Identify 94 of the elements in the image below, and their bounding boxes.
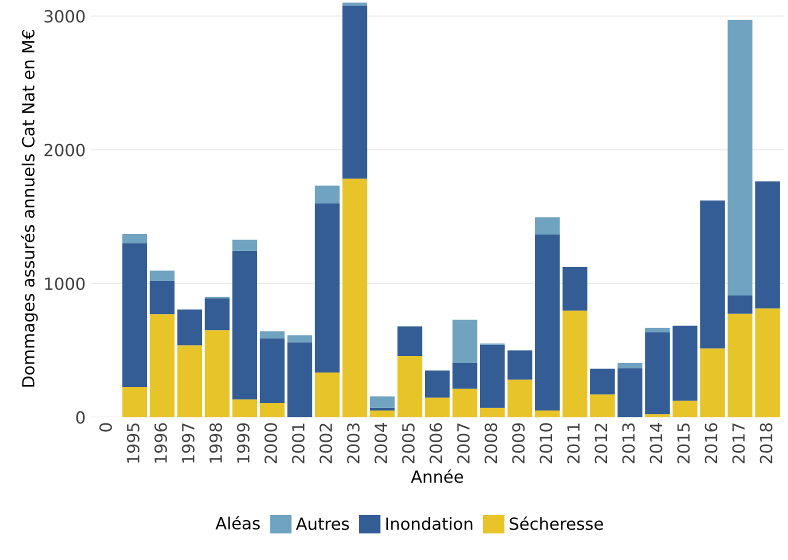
bar [314,204,340,373]
x-tick-label: 2013 [622,423,635,464]
x-tick-label: 2008 [484,423,498,464]
bar [672,400,698,418]
x-tick-label: 2000 [264,423,278,464]
y-tick-label: 3000 [44,10,85,23]
bar [645,332,670,414]
bar [232,250,258,400]
x-tick-label: 0 [99,423,112,432]
bar [618,368,642,418]
bar [424,398,450,418]
bar [508,380,532,418]
bar [370,408,395,411]
bar [700,348,725,418]
x-tick-label: 2017 [732,423,745,464]
bar [590,394,615,418]
bar [177,345,202,418]
bar [700,200,725,348]
bar [370,396,395,408]
bar [314,186,340,204]
bar [342,178,368,418]
bar [150,270,175,281]
bar [122,243,148,387]
x-tick-label: 1998 [209,423,222,463]
y-tick-label: 0 [76,411,85,424]
bar [232,240,258,251]
bar [535,217,560,234]
x-tick-label: 2001 [292,424,305,464]
bar [260,338,285,404]
x-tick-label: 2007 [457,423,470,464]
bar [260,403,285,418]
bar [150,280,175,314]
bar [728,314,752,418]
bar [452,388,478,418]
bar [728,20,752,296]
y-tick-label: 2000 [44,144,85,156]
legend-label: Inondation [386,517,472,530]
bar [672,326,698,401]
x-tick-label: 2009 [512,423,525,464]
x-tick-label: 2012 [594,424,608,464]
bar [287,335,312,342]
bar [590,368,615,394]
x-tick-label: 1996 [154,423,167,463]
bar [397,356,422,418]
bar [562,267,588,311]
x-tick-label: 2005 [402,424,415,464]
legend-title: Aléas [215,516,260,530]
bar [424,370,450,398]
bar [260,331,285,338]
bar [370,410,395,418]
bar [452,320,478,364]
bar [150,314,175,418]
x-tick-label: 2014 [650,422,662,464]
x-tick-label: 1995 [126,424,140,463]
x-tick-label: 2006 [430,423,442,464]
bar [755,181,780,308]
bar [562,310,588,418]
bar [342,2,368,6]
legend-label: Autres [296,518,349,530]
bar [645,328,670,332]
bar [535,234,560,411]
x-tick-label: 2015 [677,424,690,464]
x-tick-label: 2004 [374,422,388,464]
bar [122,234,148,244]
bar [508,350,532,380]
x-tick-label: 2002 [320,424,332,464]
x-tick-label: 2011 [567,424,580,464]
x-tick-label: 2003 [347,423,360,464]
bar [342,6,368,179]
bar [177,310,202,346]
bar [204,298,230,330]
y-axis-title: Dommages assurés annuels Cat Nat en M€ [20,30,38,387]
bar [314,372,340,418]
x-axis-title: Année [410,469,463,483]
bar [755,308,780,418]
x-tick-label: 1997 [182,423,195,463]
legend-label: Sécheresse [510,516,603,530]
bar [204,330,230,418]
bar [122,386,148,418]
bar [397,326,422,356]
bar [452,363,478,389]
bar [232,399,258,418]
x-tick-label: 2018 [760,423,772,464]
bar [728,296,752,314]
bar [645,414,670,418]
x-tick-label: 2010 [540,423,552,464]
bar [618,363,642,368]
bar [287,342,312,418]
x-tick-label: 2016 [704,423,718,464]
bar [535,410,560,418]
bar [480,408,505,418]
y-tick-label: 1000 [45,277,85,290]
x-tick-label: 1999 [236,423,250,463]
bar [480,344,505,408]
